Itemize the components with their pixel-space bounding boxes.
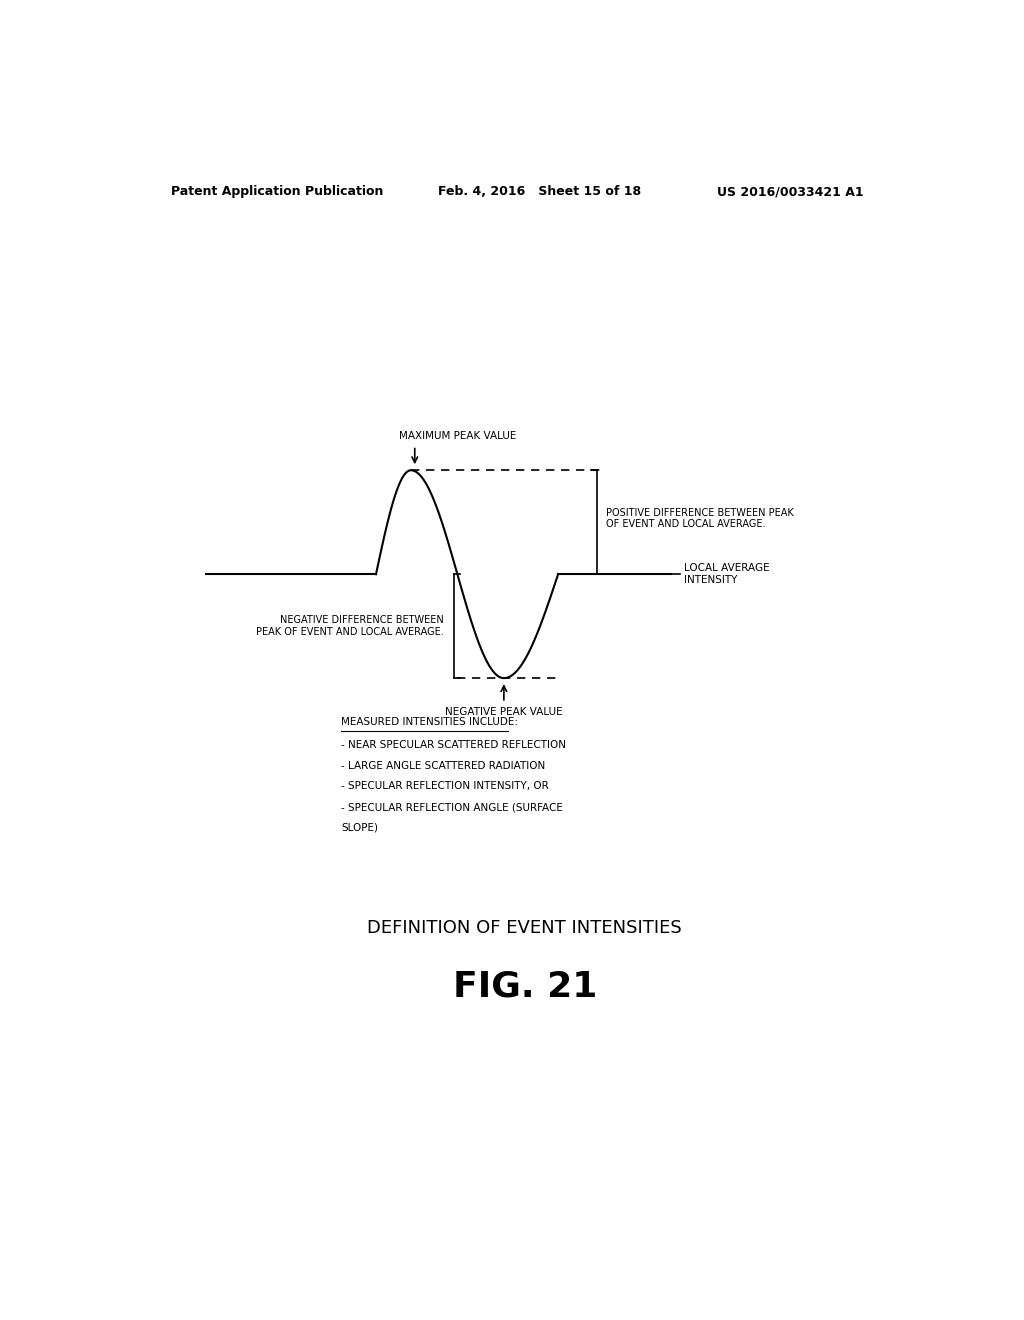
Text: FIG. 21: FIG. 21	[453, 969, 597, 1003]
Text: US 2016/0033421 A1: US 2016/0033421 A1	[717, 185, 863, 198]
Text: POSITIVE DIFFERENCE BETWEEN PEAK
OF EVENT AND LOCAL AVERAGE.: POSITIVE DIFFERENCE BETWEEN PEAK OF EVEN…	[606, 508, 794, 529]
Text: SLOPE): SLOPE)	[341, 822, 378, 833]
Text: Feb. 4, 2016   Sheet 15 of 18: Feb. 4, 2016 Sheet 15 of 18	[438, 185, 641, 198]
Text: - SPECULAR REFLECTION ANGLE (SURFACE: - SPECULAR REFLECTION ANGLE (SURFACE	[341, 803, 563, 812]
Text: NEGATIVE PEAK VALUE: NEGATIVE PEAK VALUE	[445, 708, 562, 717]
Text: DEFINITION OF EVENT INTENSITIES: DEFINITION OF EVENT INTENSITIES	[368, 920, 682, 937]
Text: NEGATIVE DIFFERENCE BETWEEN
PEAK OF EVENT AND LOCAL AVERAGE.: NEGATIVE DIFFERENCE BETWEEN PEAK OF EVEN…	[256, 615, 444, 638]
Text: Patent Application Publication: Patent Application Publication	[171, 185, 383, 198]
Text: LOCAL AVERAGE
INTENSITY: LOCAL AVERAGE INTENSITY	[684, 564, 769, 585]
Text: - NEAR SPECULAR SCATTERED REFLECTION: - NEAR SPECULAR SCATTERED REFLECTION	[341, 739, 566, 750]
Text: - LARGE ANGLE SCATTERED RADIATION: - LARGE ANGLE SCATTERED RADIATION	[341, 760, 546, 771]
Text: MAXIMUM PEAK VALUE: MAXIMUM PEAK VALUE	[399, 432, 517, 441]
Text: - SPECULAR REFLECTION INTENSITY, OR: - SPECULAR REFLECTION INTENSITY, OR	[341, 781, 549, 791]
Text: MEASURED INTENSITIES INCLUDE:: MEASURED INTENSITIES INCLUDE:	[341, 717, 518, 726]
